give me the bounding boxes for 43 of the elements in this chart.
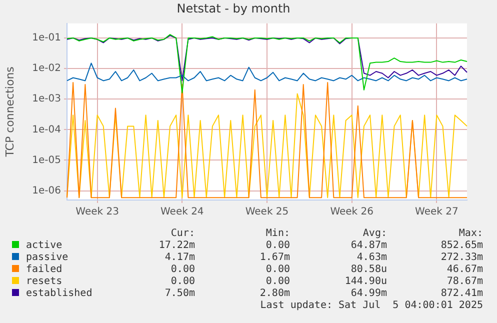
x-tick-label: Week 23 (76, 206, 119, 218)
text: 80.58u (350, 264, 387, 276)
text: Last update: Sat Jul 5 04:00:01 2025 (259, 300, 483, 312)
text: 272.33m (440, 252, 483, 264)
x-tick-label: Week 25 (245, 206, 289, 218)
legend-label: established (25, 288, 94, 300)
text: 64.99m (350, 288, 387, 300)
text: 64.87m (350, 240, 387, 252)
text: 17.22m (158, 240, 195, 252)
text: 0.00 (170, 276, 195, 288)
text: Min: (264, 228, 290, 240)
text: 144.90u (344, 276, 387, 288)
text: 4.17m (164, 252, 195, 264)
chart-title: Netstat - by month (176, 1, 290, 16)
text: 0.00 (170, 264, 195, 276)
text: 0.00 (264, 276, 290, 288)
text: 2.80m (258, 288, 290, 300)
text: 78.67m (446, 276, 483, 288)
legend-label: resets (25, 276, 64, 288)
text: 7.50m (164, 288, 195, 300)
x-tick-label: Week 27 (415, 206, 458, 218)
x-tick-label: Week 26 (330, 206, 374, 218)
y-tick-label: 1e-05 (32, 154, 61, 166)
y-axis-title: TCP connections (3, 66, 16, 158)
legend-label: active (25, 240, 64, 252)
y-tick-label: 1e-04 (32, 124, 61, 136)
y-tick-label: 1e-02 (32, 63, 61, 74)
text: 4.63m (356, 252, 387, 264)
y-tick-label: 1e-01 (32, 32, 61, 44)
text: 46.67m (446, 264, 483, 276)
text: 1.67m (258, 252, 290, 264)
y-tick-label: 1e-03 (32, 94, 61, 105)
text: 0.00 (264, 264, 290, 276)
x-tick-label: Week 24 (160, 206, 204, 218)
text: Cur: (170, 228, 195, 240)
text: Max: (458, 228, 483, 240)
text: 852.65m (440, 240, 483, 252)
legend-label: passive (25, 252, 70, 264)
text: 0.00 (264, 240, 290, 252)
legend-label: failed (25, 264, 64, 276)
text: 872.41m (440, 288, 483, 300)
y-tick-label: 1e-06 (32, 185, 61, 196)
text: Avg: (362, 228, 387, 240)
